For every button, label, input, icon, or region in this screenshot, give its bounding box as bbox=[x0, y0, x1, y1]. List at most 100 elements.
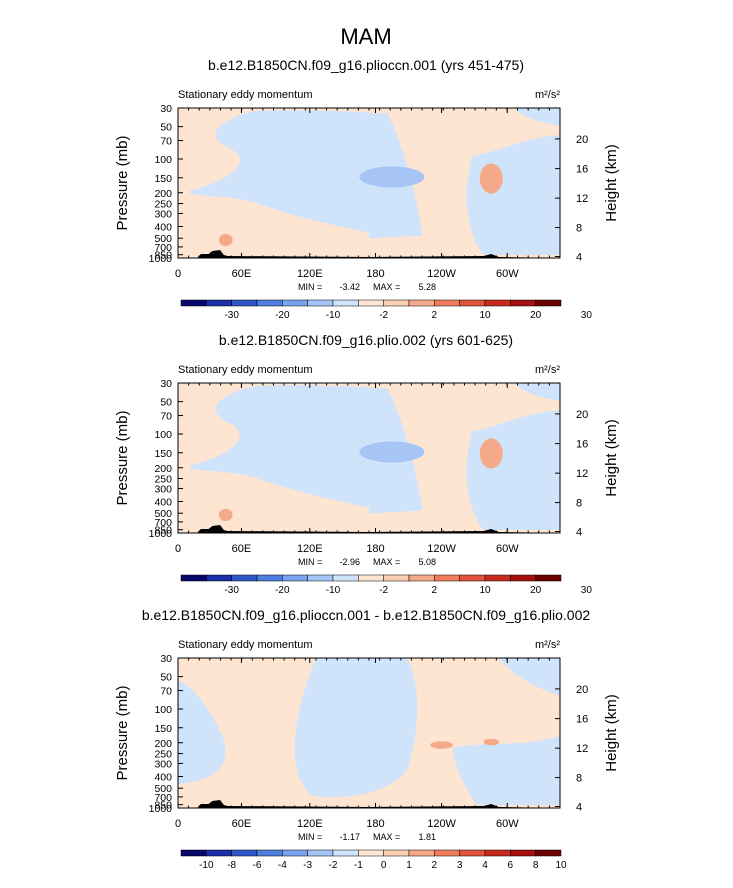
chart-panel-1: b.e12.B1850CN.f09_g16.plioccn.001 (yrs 4… bbox=[114, 57, 620, 321]
colorbar-label: 20 bbox=[530, 585, 542, 596]
colorbar-swatch bbox=[307, 574, 334, 582]
colorbar-swatch bbox=[408, 849, 435, 857]
y-tick-label: 850 bbox=[154, 250, 172, 262]
min-label: MIN = bbox=[298, 282, 322, 292]
colorbar: -30 -20 -10 -2 2 10 20 30 bbox=[180, 574, 593, 596]
panel-title: b.e12.B1850CN.f09_g16.plio.002 (yrs 601-… bbox=[219, 332, 513, 348]
colorbar-swatch bbox=[358, 299, 384, 307]
x-tick-label: 60E bbox=[232, 268, 252, 280]
colorbar-label: -2 bbox=[329, 860, 338, 871]
x-tick-label: 120E bbox=[297, 268, 323, 280]
colorbar-swatch bbox=[256, 849, 283, 857]
terrain-mask bbox=[197, 525, 560, 533]
x-tick-label: 0 bbox=[175, 268, 181, 280]
x-tick-label: 120W bbox=[427, 268, 456, 280]
y-tick-label: 150 bbox=[154, 448, 172, 460]
right-axis-label: Height (km) bbox=[603, 694, 620, 772]
y-tick-label: 100 bbox=[154, 429, 172, 441]
colorbar-swatch bbox=[408, 299, 435, 307]
colorbar-label: -6 bbox=[253, 860, 262, 871]
y-tick-label: 700 bbox=[154, 242, 172, 254]
colorbar-swatch bbox=[434, 574, 460, 582]
colorbar-swatch bbox=[358, 849, 384, 857]
y-tick-label: 300 bbox=[154, 483, 172, 495]
right-tick-label: 20 bbox=[576, 684, 588, 696]
y-tick-label: 70 bbox=[160, 686, 172, 698]
colorbar-label: 3 bbox=[457, 860, 463, 871]
variable-label: Stationary eddy momentum bbox=[178, 364, 313, 376]
min-value: -3.42 bbox=[339, 282, 360, 292]
right-axis-label: Height (km) bbox=[603, 144, 620, 222]
y-tick-label: 150 bbox=[154, 173, 172, 185]
y-tick-label: 700 bbox=[154, 792, 172, 804]
y-tick-label: 850 bbox=[154, 800, 172, 812]
y-tick-label: 1000 bbox=[149, 528, 173, 540]
colorbar-swatch bbox=[484, 849, 511, 857]
colorbar: -30 -20 -10 -2 2 10 20 30 bbox=[180, 299, 593, 321]
colorbar-swatch bbox=[434, 849, 460, 857]
max-label: MAX = bbox=[373, 557, 400, 567]
colorbar-label: 10 bbox=[479, 310, 491, 321]
right-tick-label: 4 bbox=[576, 252, 582, 264]
y-tick-label: 30 bbox=[160, 653, 172, 665]
colorbar-label: 30 bbox=[581, 310, 593, 321]
x-tick-label: 120W bbox=[427, 543, 456, 555]
y-axis-label: Pressure (mb) bbox=[114, 410, 131, 505]
y-tick-label: 1000 bbox=[149, 803, 173, 815]
colorbar-swatch bbox=[256, 574, 283, 582]
right-tick-label: 20 bbox=[576, 134, 588, 146]
colorbar-swatch bbox=[510, 574, 536, 582]
max-label: MAX = bbox=[373, 832, 400, 842]
x-tick-label: 60W bbox=[496, 818, 519, 830]
colorbar-swatch bbox=[510, 299, 536, 307]
colorbar-label: 10 bbox=[555, 860, 567, 871]
y-tick-label: 250 bbox=[154, 474, 172, 486]
colorbar-swatch bbox=[206, 574, 232, 582]
colorbar-label: 1 bbox=[406, 860, 412, 871]
colorbar-swatch bbox=[332, 299, 359, 307]
colorbar-swatch bbox=[256, 299, 283, 307]
right-tick-label: 16 bbox=[576, 164, 588, 176]
colorbar-swatch bbox=[535, 574, 562, 582]
right-tick-label: 4 bbox=[576, 802, 582, 814]
colorbar-swatch bbox=[231, 299, 258, 307]
colorbar-swatch bbox=[206, 849, 232, 857]
colorbar-label: -10 bbox=[199, 860, 214, 871]
colorbar-swatch bbox=[459, 849, 486, 857]
terrain-mask bbox=[197, 250, 560, 258]
colorbar-swatch bbox=[282, 299, 308, 307]
y-tick-label: 500 bbox=[154, 783, 172, 795]
y-axis-label: Pressure (mb) bbox=[114, 135, 131, 230]
colorbar-label: -10 bbox=[326, 310, 341, 321]
min-value: -1.17 bbox=[339, 832, 360, 842]
max-value: 5.28 bbox=[418, 282, 436, 292]
colorbar-swatch bbox=[383, 574, 410, 582]
colorbar-label: 30 bbox=[581, 585, 593, 596]
colorbar-label: -2 bbox=[379, 310, 388, 321]
right-tick-label: 16 bbox=[576, 439, 588, 451]
y-tick-label: 200 bbox=[154, 188, 172, 200]
colorbar-label: -2 bbox=[379, 585, 388, 596]
colorbar-label: 2 bbox=[432, 860, 438, 871]
colorbar-swatch bbox=[358, 574, 384, 582]
colorbar-swatch bbox=[484, 299, 511, 307]
y-tick-label: 100 bbox=[154, 154, 172, 166]
colorbar-label: 8 bbox=[533, 860, 539, 871]
units-label: m²/s² bbox=[535, 89, 560, 101]
y-tick-label: 300 bbox=[154, 758, 172, 770]
colorbar-label: -3 bbox=[303, 860, 312, 871]
x-tick-label: 0 bbox=[175, 543, 181, 555]
y-tick-label: 250 bbox=[154, 749, 172, 761]
right-axis-label: Height (km) bbox=[603, 419, 620, 497]
contour-fill bbox=[178, 108, 560, 258]
units-label: m²/s² bbox=[535, 639, 560, 651]
colorbar-swatch bbox=[434, 299, 460, 307]
colorbar-swatch bbox=[282, 574, 308, 582]
colorbar-swatch bbox=[383, 299, 410, 307]
colorbar-label: 0 bbox=[381, 860, 387, 871]
x-tick-label: 60W bbox=[496, 268, 519, 280]
colorbar-swatch bbox=[510, 849, 536, 857]
right-tick-label: 8 bbox=[576, 773, 582, 785]
right-tick-label: 12 bbox=[576, 193, 588, 205]
